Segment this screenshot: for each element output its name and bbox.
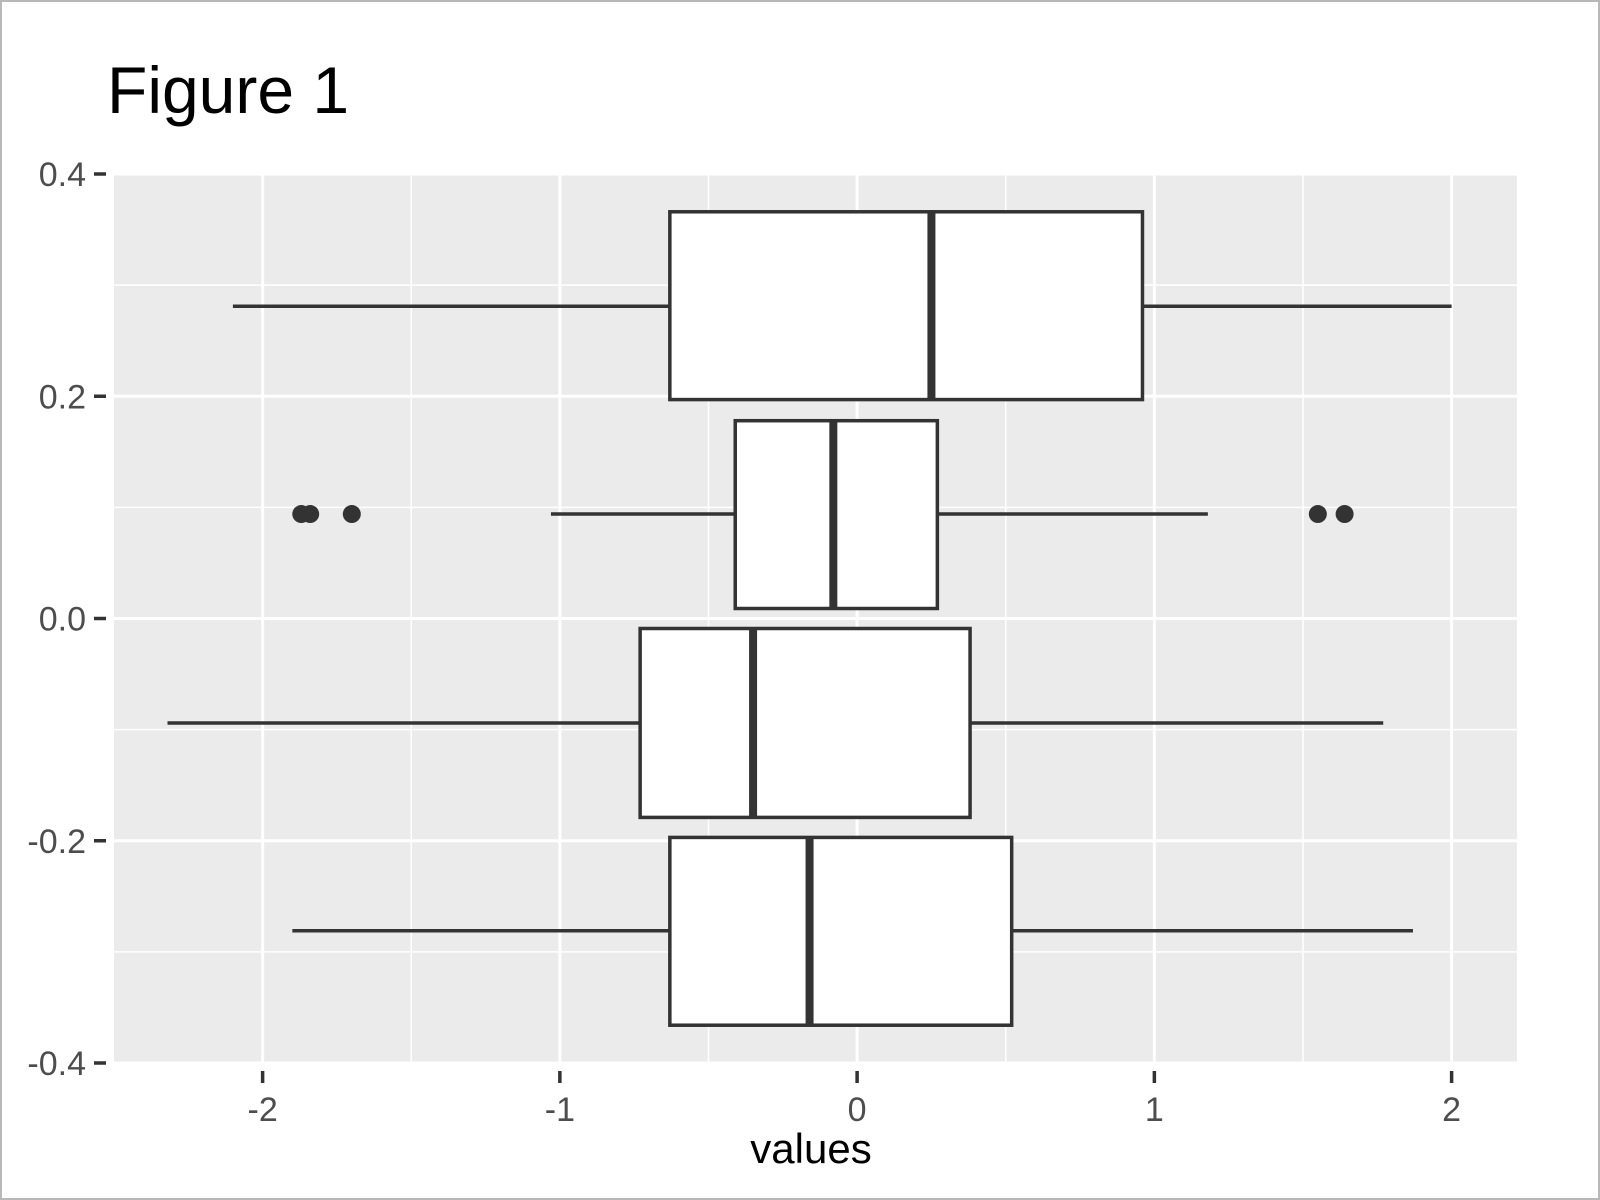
y-tick-label: 0.2 [39, 378, 86, 416]
box-iqr [668, 835, 1014, 1027]
box-group-1 [232, 210, 1452, 402]
outlier-point [1335, 505, 1354, 524]
outlier-point [301, 505, 320, 524]
outlier-point [1308, 505, 1327, 524]
x-tick-label: -2 [248, 1091, 278, 1129]
x-tick-label: 1 [1145, 1091, 1164, 1129]
y-tick-label: -0.4 [27, 1045, 86, 1083]
y-tick-label: 0.0 [39, 601, 86, 639]
x-tick-label: -1 [545, 1091, 575, 1129]
box-group-4 [292, 835, 1413, 1027]
box-group-3 [167, 626, 1384, 820]
x-axis: -2 -1 0 1 2 [248, 1071, 1461, 1129]
x-tick-label: 2 [1442, 1091, 1461, 1129]
box-group-2 [292, 418, 1354, 611]
x-axis-label: values [750, 1125, 871, 1172]
chart-title: Figure 1 [107, 53, 349, 127]
box-iqr [668, 210, 1145, 402]
y-tick-label: 0.4 [39, 156, 86, 194]
y-tick-label: -0.2 [27, 823, 86, 861]
box-series [167, 210, 1452, 1027]
box-iqr [638, 626, 972, 820]
outlier-point [342, 505, 361, 524]
x-tick-label: 0 [848, 1091, 867, 1129]
y-axis: -0.4 -0.2 0.0 0.2 0.4 [27, 156, 106, 1083]
